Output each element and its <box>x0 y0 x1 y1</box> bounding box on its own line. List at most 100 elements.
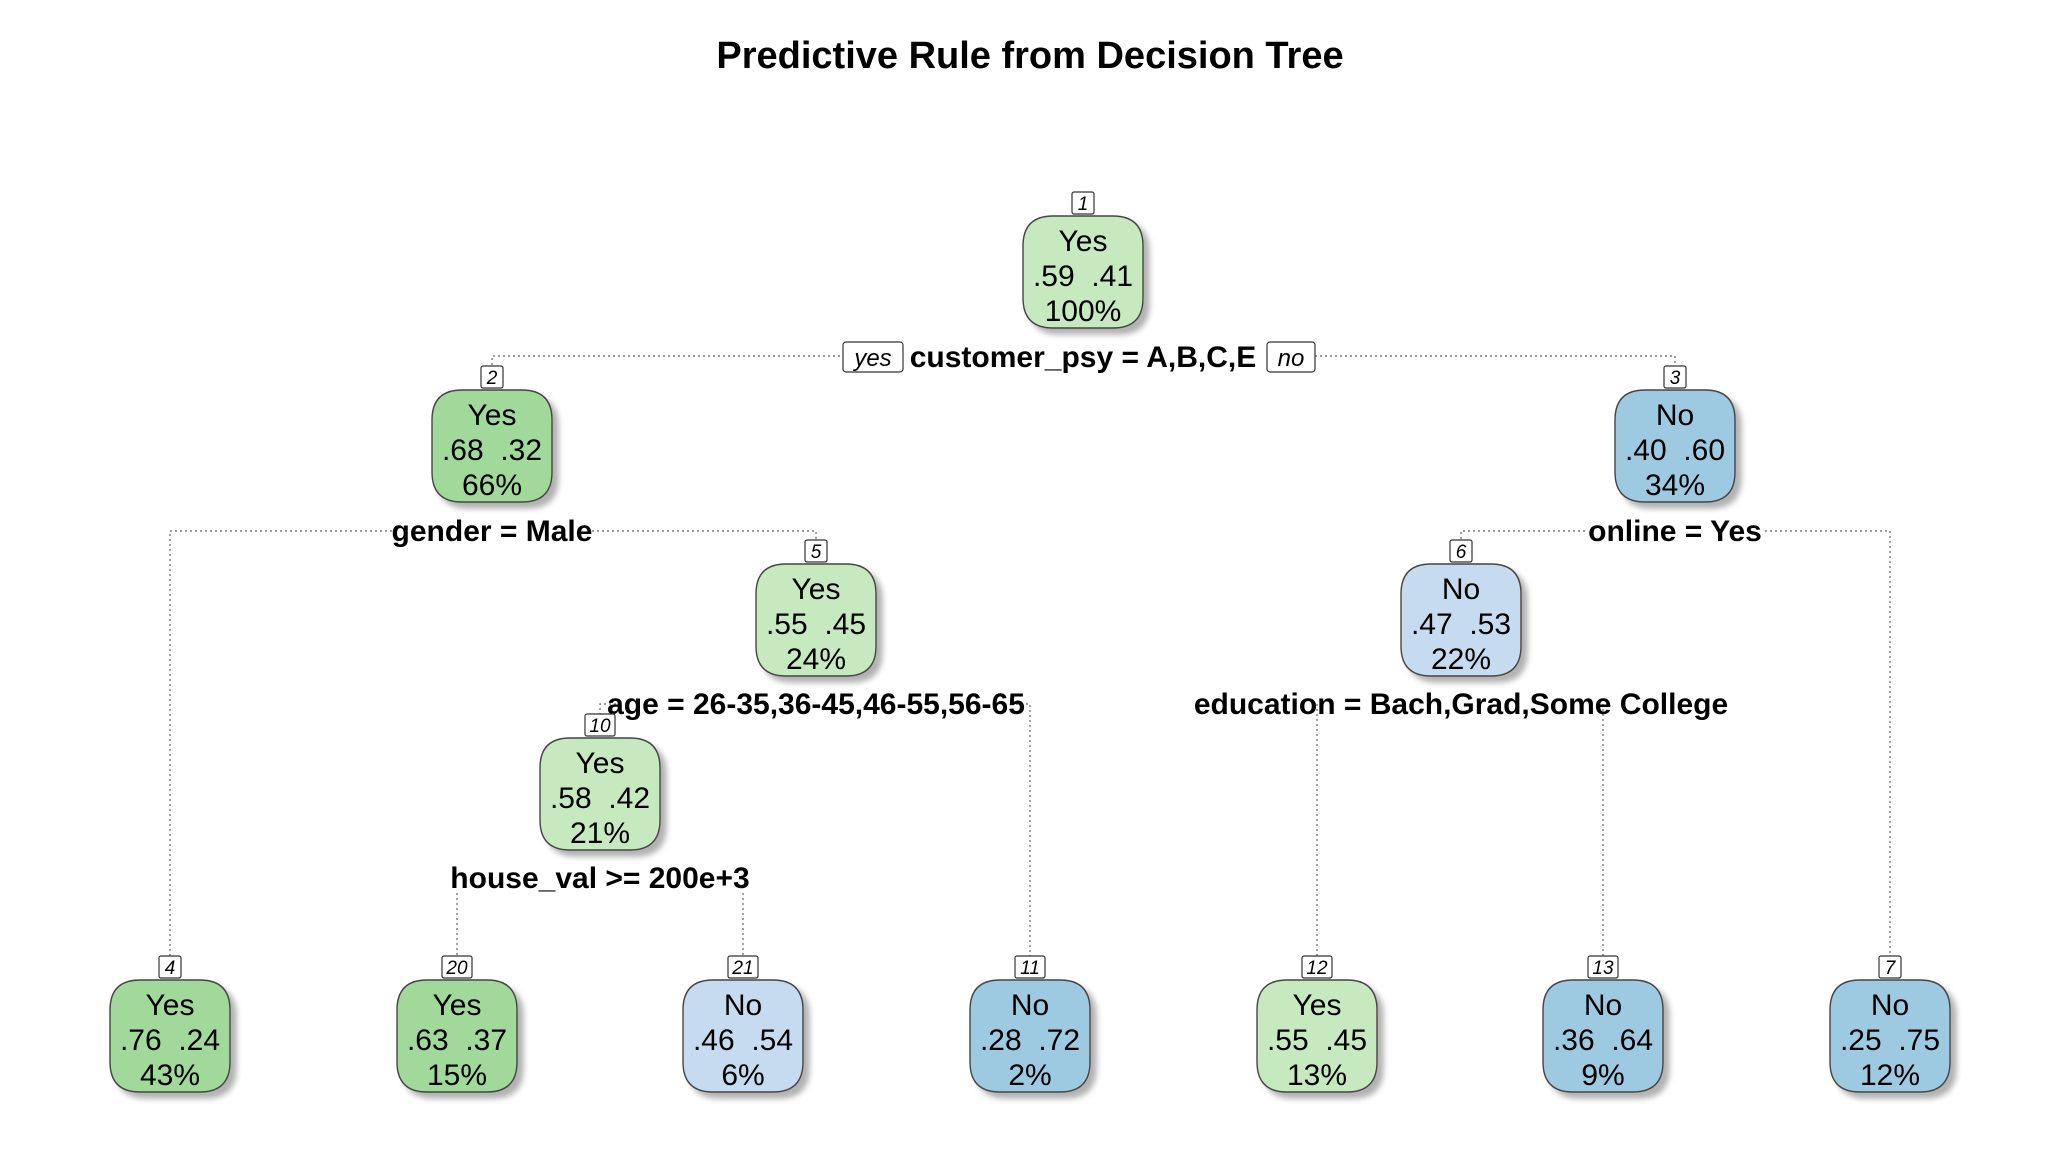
node-number-box-6 <box>1449 539 1473 563</box>
node-box-7 <box>1829 979 1951 1093</box>
branch-label-no-text: no <box>1278 345 1305 372</box>
node-probabilities: .47 .53 <box>1411 608 1511 641</box>
diagram-title: Predictive Rule from Decision Tree <box>716 35 1343 77</box>
tree-edges <box>169 355 1891 960</box>
node-box-12 <box>1256 979 1378 1093</box>
node-number-box-10 <box>584 713 616 737</box>
node-probabilities: .58 .42 <box>550 782 650 815</box>
node-probabilities: .55 .45 <box>766 608 866 641</box>
node-box-1 <box>1022 215 1144 329</box>
node-class-label: No <box>1871 989 1909 1022</box>
node-class-label: Yes <box>792 573 841 606</box>
edge-5-11 <box>1016 703 1031 960</box>
node-percentage: 100% <box>1045 295 1122 328</box>
node-percentage: 24% <box>786 643 846 676</box>
node-box-5 <box>755 563 877 677</box>
node-box-6 <box>1400 563 1522 677</box>
node-class-label: Yes <box>1059 225 1108 258</box>
node-number-box-5 <box>804 539 828 563</box>
node-probabilities: .25 .75 <box>1840 1024 1940 1057</box>
node-class-label: No <box>1584 989 1622 1022</box>
edge-2-5 <box>592 530 817 544</box>
node-class-label: No <box>1442 573 1480 606</box>
edge-group-5 <box>599 703 1031 960</box>
node-class-label: Yes <box>468 399 517 432</box>
node-probabilities: .46 .54 <box>693 1024 793 1057</box>
edge-group-2 <box>169 530 817 960</box>
node-probabilities: .59 .41 <box>1033 260 1133 293</box>
edge-group-3 <box>1460 530 1891 960</box>
edge-2-4 <box>169 530 392 960</box>
node-box-10 <box>539 737 661 851</box>
edge-1-2 <box>491 355 840 370</box>
node-number-7: 7 <box>1885 958 1897 979</box>
edge-5-10 <box>599 703 616 718</box>
node-probabilities: .68 .32 <box>442 434 542 467</box>
node-probabilities: .76 .24 <box>120 1024 220 1057</box>
edge-group-10 <box>456 893 744 960</box>
node-number-1: 1 <box>1078 194 1089 215</box>
node-class-label: Yes <box>433 989 482 1022</box>
node-percentage: 21% <box>570 817 630 850</box>
node-percentage: 15% <box>427 1059 487 1092</box>
node-number-box-20 <box>441 955 473 979</box>
node-box-21 <box>682 979 804 1093</box>
edge-1-3 <box>1315 355 1676 370</box>
node-probabilities: .36 .64 <box>1553 1024 1653 1057</box>
node-number-box-4 <box>158 955 182 979</box>
node-percentage: 22% <box>1431 643 1491 676</box>
node-percentage: 66% <box>462 469 522 502</box>
node-box-3 <box>1614 389 1736 503</box>
node-number-box-7 <box>1878 955 1902 979</box>
node-number-box-1 <box>1071 191 1095 215</box>
node-class-label: No <box>1011 989 1049 1022</box>
node-class-label: Yes <box>576 747 625 780</box>
node-box-13 <box>1542 979 1664 1093</box>
node-class-label: No <box>1656 399 1694 432</box>
edge-3-6 <box>1460 530 1585 544</box>
node-number-box-11 <box>1014 955 1046 979</box>
node-number-6: 6 <box>1456 542 1467 563</box>
node-number-3: 3 <box>1670 368 1681 389</box>
node-box-4 <box>109 979 231 1093</box>
node-box-11 <box>969 979 1091 1093</box>
node-number-5: 5 <box>811 542 822 563</box>
node-number-13: 13 <box>1592 958 1614 979</box>
branch-label-yes-text: yes <box>852 345 891 372</box>
node-percentage: 2% <box>1008 1059 1051 1092</box>
split-rule-node-5: age = 26-35,36-45,46-55,56-65 <box>607 688 1025 721</box>
node-number-box-12 <box>1301 955 1333 979</box>
node-percentage: 9% <box>1581 1059 1624 1092</box>
tree-node-11: 11 No.28 .722% <box>969 955 1091 1093</box>
node-class-label: Yes <box>146 989 195 1022</box>
split-rules: customer_psy = A,B,C,E gender = Male onlin… <box>392 341 1762 895</box>
tree-node-21: 21 No.46 .546% <box>682 955 804 1093</box>
node-percentage: 12% <box>1860 1059 1920 1092</box>
node-number-10: 10 <box>589 716 611 737</box>
node-number-4: 4 <box>165 958 176 979</box>
node-probabilities: .40 .60 <box>1625 434 1725 467</box>
node-percentage: 6% <box>721 1059 764 1092</box>
split-rule-node-1: customer_psy = A,B,C,E <box>910 341 1257 374</box>
node-box-20 <box>396 979 518 1093</box>
split-rule-node-2: gender = Male <box>392 515 593 548</box>
node-percentage: 13% <box>1287 1059 1347 1092</box>
node-number-box-21 <box>727 955 759 979</box>
branch-label-no: no <box>1266 341 1316 373</box>
node-class-label: Yes <box>1293 989 1342 1022</box>
node-number-box-2 <box>480 365 504 389</box>
node-percentage: 43% <box>140 1059 200 1092</box>
node-number-12: 12 <box>1306 958 1328 979</box>
split-rule-node-3: online = Yes <box>1588 515 1762 548</box>
node-class-label: No <box>724 989 762 1022</box>
split-rule-node-10: house_val >= 200e+3 <box>450 862 749 895</box>
